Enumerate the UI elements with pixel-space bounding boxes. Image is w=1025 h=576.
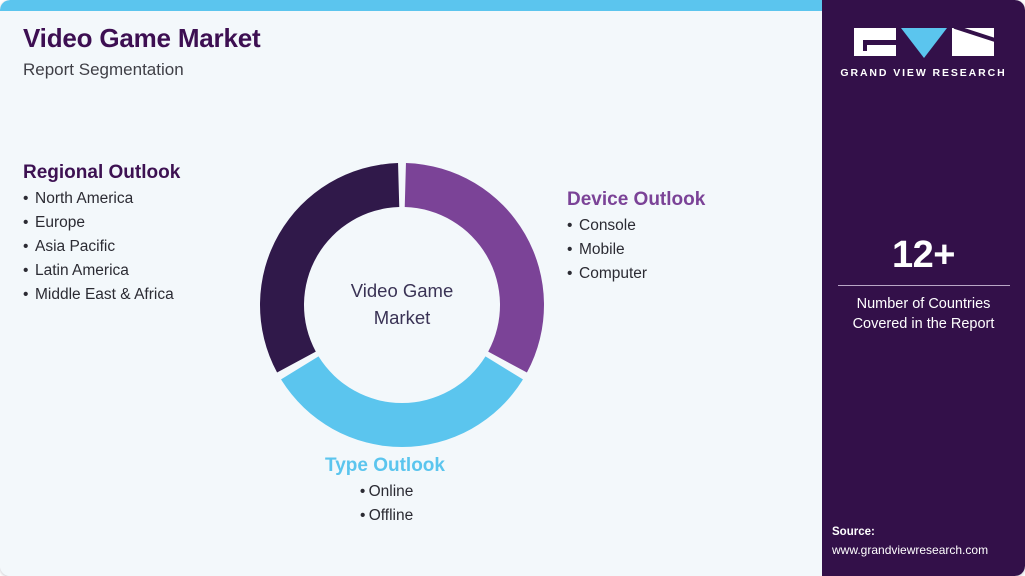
regional-segment (260, 163, 400, 373)
list-item-label: North America (35, 189, 134, 207)
bullet-icon: • (23, 237, 29, 255)
list-item-label: Middle East & Africa (35, 285, 174, 303)
list-item: • Offline (325, 504, 445, 528)
regional-outlook-block: Regional Outlook • North America • Europe … (23, 161, 180, 307)
stat-number: 12+ (892, 234, 955, 276)
stat-caption-line-2: Covered in the Report (852, 316, 995, 333)
main-content-area: Video Game Market Report Segmentation Re… (0, 11, 822, 576)
logo-wordmark: GRAND VIEW RESEARCH (840, 67, 1007, 79)
device-outlook-heading: Device Outlook (567, 189, 706, 210)
list-item-label: Asia Pacific (35, 237, 116, 255)
top-accent-bar (0, 0, 822, 11)
list-item-label: Console (579, 216, 636, 234)
list-item: • Asia Pacific (23, 235, 180, 259)
list-item-label: Offline (368, 506, 414, 524)
list-item: • Online (325, 480, 445, 504)
source-url[interactable]: www.grandviewresearch.com (832, 543, 989, 557)
segmentation-donut-chart: Video Game Market (258, 161, 546, 449)
page-title: Video Game Market (23, 23, 261, 53)
page-subtitle: Report Segmentation (23, 59, 184, 79)
device-outlook-block: Device Outlook • Console • Mobile • Compute… (567, 188, 705, 286)
list-item-label: Online (368, 482, 414, 500)
type-segment (281, 356, 523, 448)
list-item: • Europe (23, 211, 180, 235)
bullet-icon: • (23, 261, 29, 279)
stat-caption: Number of Countries Covered in the Repor… (830, 294, 1017, 335)
regional-outlook-heading: Regional Outlook (23, 162, 181, 183)
countries-stat-block: 12+ Number of Countries Covered in the R… (822, 234, 1025, 335)
list-item: • North America (23, 187, 180, 211)
source-label: Source: (832, 525, 875, 538)
list-item: • Computer (567, 262, 705, 286)
logo-v-triangle-icon (900, 28, 947, 58)
bullet-icon: • (567, 264, 573, 282)
list-item: • Middle East & Africa (23, 283, 180, 307)
bullet-icon: • (23, 213, 29, 231)
list-item: • Mobile (567, 238, 705, 262)
bullet-icon: • (360, 506, 366, 524)
stat-caption-line-1: Number of Countries (856, 295, 991, 312)
list-item: • Console (567, 214, 705, 238)
type-outlook-heading: Type Outlook (325, 455, 445, 476)
device-outlook-list: • Console • Mobile • Computer (567, 214, 705, 286)
stat-divider (837, 284, 1010, 286)
list-item-label: Computer (579, 264, 648, 282)
logo-g-icon (853, 28, 896, 56)
list-item-label: Mobile (579, 240, 625, 258)
bullet-icon: • (23, 285, 29, 303)
gvr-logo: GRAND VIEW RESEARCH (822, 28, 1025, 79)
regional-outlook-list: • North America • Europe • Asia Pacific • La… (23, 187, 180, 307)
brand-sidebar: GRAND VIEW RESEARCH 12+ Number of Countr… (822, 0, 1025, 576)
list-item-label: Europe (35, 213, 85, 231)
list-item-label: Latin America (35, 261, 129, 279)
type-outlook-block: Type Outlook • Online • Offline (325, 454, 445, 528)
type-outlook-list: • Online • Offline (325, 480, 445, 528)
source-block: Source: www.grandviewresearch.com (822, 524, 1025, 559)
bullet-icon: • (23, 189, 29, 207)
header-block: Video Game Market Report Segmentation (23, 23, 261, 80)
donut-svg (260, 163, 544, 448)
bullet-icon: • (359, 482, 366, 500)
bullet-icon: • (567, 240, 573, 258)
device-segment (404, 163, 544, 373)
list-item: • Latin America (23, 259, 180, 283)
logo-marks (822, 28, 1025, 58)
logo-r-icon (951, 28, 994, 56)
bullet-icon: • (567, 216, 573, 234)
